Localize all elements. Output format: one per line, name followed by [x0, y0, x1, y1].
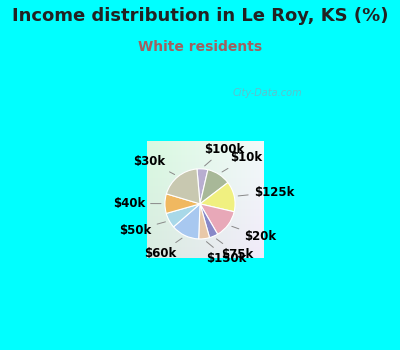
Wedge shape	[200, 170, 228, 204]
Wedge shape	[166, 169, 200, 204]
Text: White residents: White residents	[138, 40, 262, 54]
Text: Income distribution in Le Roy, KS (%): Income distribution in Le Roy, KS (%)	[12, 7, 388, 25]
Text: $30k: $30k	[133, 155, 175, 175]
Text: $10k: $10k	[222, 151, 262, 172]
Text: City-Data.com: City-Data.com	[232, 88, 302, 98]
Text: $125k: $125k	[238, 186, 294, 199]
Wedge shape	[165, 194, 200, 214]
Text: $100k: $100k	[204, 142, 244, 166]
Wedge shape	[166, 204, 200, 227]
Wedge shape	[174, 204, 200, 239]
Wedge shape	[197, 169, 208, 204]
Text: $60k: $60k	[144, 238, 182, 260]
Text: $40k: $40k	[113, 197, 161, 210]
Wedge shape	[199, 204, 210, 239]
Wedge shape	[200, 183, 235, 212]
Text: $75k: $75k	[216, 239, 254, 261]
Wedge shape	[200, 204, 234, 234]
Text: $50k: $50k	[120, 222, 166, 237]
Text: $150k: $150k	[206, 241, 247, 265]
Wedge shape	[200, 204, 218, 238]
Text: $20k: $20k	[232, 226, 276, 243]
